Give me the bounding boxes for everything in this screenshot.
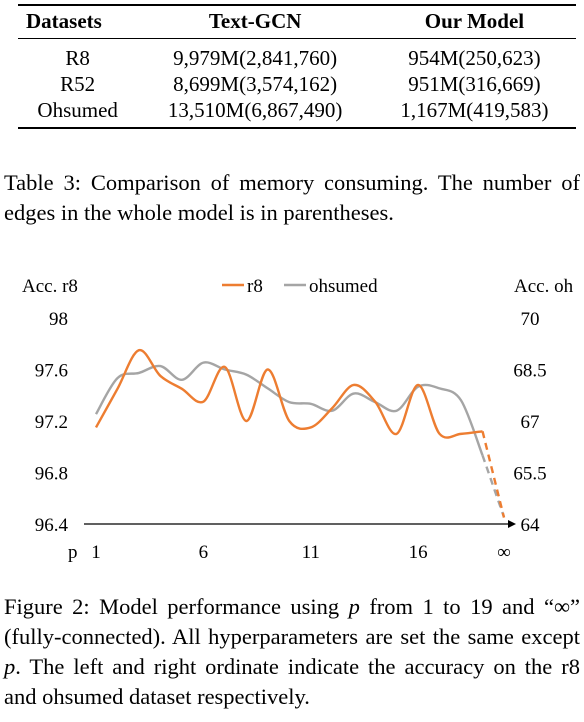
figure-caption: Figure 2: Model performance using p from… [4, 592, 580, 712]
table-cell: 954M(250,623) [408, 46, 541, 70]
table-cell: R8 [65, 46, 90, 70]
series-line-ohsumed [94, 361, 484, 456]
y-tick-left: 96.8 [35, 464, 68, 485]
table-row: R8 9,979M(2,841,760) 954M(250,623) [18, 39, 576, 72]
x-axis-arrow [508, 520, 516, 528]
chart-legend: r8 ohsumed [222, 276, 378, 297]
table-cell: 9,979M(2,841,760) [173, 46, 338, 70]
table-cell: 1,167M(419,583) [400, 98, 549, 122]
table-cell: 951M(316,669) [408, 72, 541, 96]
table-caption: Table 3: Comparison of memory consuming.… [4, 170, 580, 225]
header-text-gcn: Text-GCN [208, 9, 302, 33]
y-axis-left-label: Acc. r8 [22, 276, 78, 297]
table-header-row: Datasets Text-GCN Our Model [18, 5, 576, 39]
x-tick-label: 1 [91, 542, 101, 563]
table-row: R52 8,699M(3,574,162) 951M(316,669) [18, 71, 576, 97]
legend-label-r8: r8 [247, 276, 263, 297]
table-cell: 8,699M(3,574,162) [173, 72, 338, 96]
figure-caption-text: Figure 2: Model performance using [4, 594, 349, 619]
x-tick-label: 11 [302, 542, 320, 563]
y-tick-right: 64 [521, 515, 541, 536]
performance-chart: r8 ohsumed Acc. r8 Acc. oh 98 97.6 97.2 96.8 96… [22, 276, 574, 563]
y-tick-right: 65.5 [513, 464, 546, 485]
table-cell: Ohsumed [37, 98, 118, 122]
y-tick-right: 67 [521, 412, 540, 433]
x-tick-label: ∞ [497, 542, 511, 563]
y-tick-left: 96.4 [35, 515, 69, 536]
x-axis-label: p [68, 542, 78, 563]
y-tick-left: 97.2 [35, 412, 68, 433]
series-line-r8 [94, 348, 483, 439]
memory-comparison-table: Datasets Text-GCN Our Model R8 9,979M(2,… [18, 4, 576, 129]
y-tick-right: 70 [521, 309, 540, 330]
table-cell: R52 [60, 72, 96, 96]
series-dashed-segment-r8 [481, 431, 506, 518]
y-tick-left: 97.6 [35, 361, 68, 382]
figure-caption-text: . The left and right ordinate indicate t… [4, 654, 580, 709]
header-datasets: Datasets [26, 9, 102, 33]
table-row: Ohsumed 13,510M(6,867,490) 1,167M(419,58… [18, 97, 576, 128]
x-tick-label: 6 [199, 542, 209, 563]
chart-series [94, 348, 506, 518]
table-cell: 13,510M(6,867,490) [167, 98, 343, 122]
chart-axes: Acc. r8 Acc. oh 98 97.6 97.2 96.8 96.4 70 68.5 67… [22, 276, 574, 563]
y-tick-right: 68.5 [513, 361, 546, 382]
y-axis-right-label: Acc. oh [514, 276, 574, 297]
figure-caption-var: p [348, 594, 360, 619]
y-tick-left: 98 [49, 309, 68, 330]
x-tick-label: 16 [409, 542, 428, 563]
figure-caption-text: from 1 to 19 and “∞” (fully-connected). … [4, 594, 580, 649]
figure-caption-var: p [4, 654, 16, 679]
legend-label-ohsumed: ohsumed [309, 276, 378, 297]
header-our-model: Our Model [424, 9, 525, 33]
